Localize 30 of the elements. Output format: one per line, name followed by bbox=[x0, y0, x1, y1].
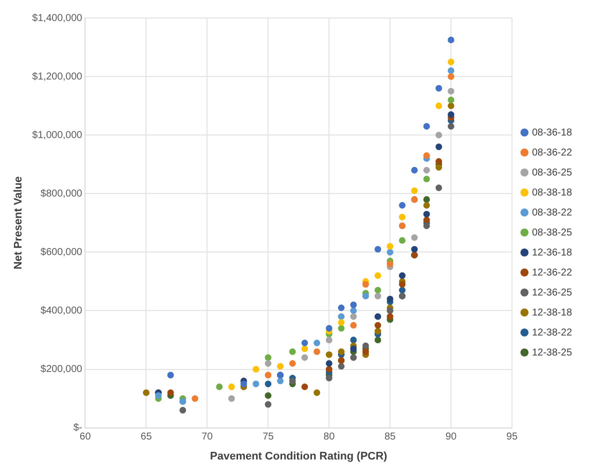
legend-label: 12-36-18 bbox=[532, 247, 572, 258]
y-tick-label: $- bbox=[73, 422, 82, 434]
x-tick-label: 75 bbox=[262, 432, 274, 443]
legend-label: 12-38-25 bbox=[532, 347, 572, 358]
x-tick-label: 85 bbox=[384, 432, 396, 443]
legend-label: 08-38-25 bbox=[532, 227, 572, 238]
x-tick-label: 95 bbox=[506, 432, 518, 443]
legend-label: 08-38-18 bbox=[532, 187, 572, 198]
y-tick-label: $1,400,000 bbox=[32, 12, 83, 24]
legend-label: 08-36-18 bbox=[532, 127, 572, 138]
y-tick-label: $200,000 bbox=[40, 364, 83, 376]
legend-label: 08-36-22 bbox=[532, 147, 572, 158]
y-tick-label: $400,000 bbox=[40, 305, 83, 316]
y-axis-title: Net Present Value bbox=[12, 176, 25, 270]
x-tick-label: 70 bbox=[202, 432, 214, 443]
y-tick-label: $800,000 bbox=[40, 188, 83, 200]
y-tick-label: $1,000,000 bbox=[32, 130, 83, 141]
legend-label: 12-38-18 bbox=[532, 307, 572, 318]
legend-label: 12-36-22 bbox=[532, 267, 572, 278]
legend-label: 08-38-22 bbox=[532, 207, 572, 218]
y-tick-label: $600,000 bbox=[40, 246, 83, 258]
x-tick-label: 60 bbox=[80, 432, 92, 443]
legend-label: 08-36-25 bbox=[532, 167, 572, 178]
y-tick-label: $1,200,000 bbox=[32, 71, 83, 82]
x-tick-label: 90 bbox=[445, 432, 458, 443]
x-tick-label: 65 bbox=[140, 432, 152, 443]
x-axis-title: Pavement Condition Rating (PCR) bbox=[210, 450, 388, 462]
legend-label: 12-36-25 bbox=[532, 287, 572, 298]
legend-label: 12-38-22 bbox=[532, 327, 572, 338]
x-tick-label: 80 bbox=[324, 432, 336, 443]
